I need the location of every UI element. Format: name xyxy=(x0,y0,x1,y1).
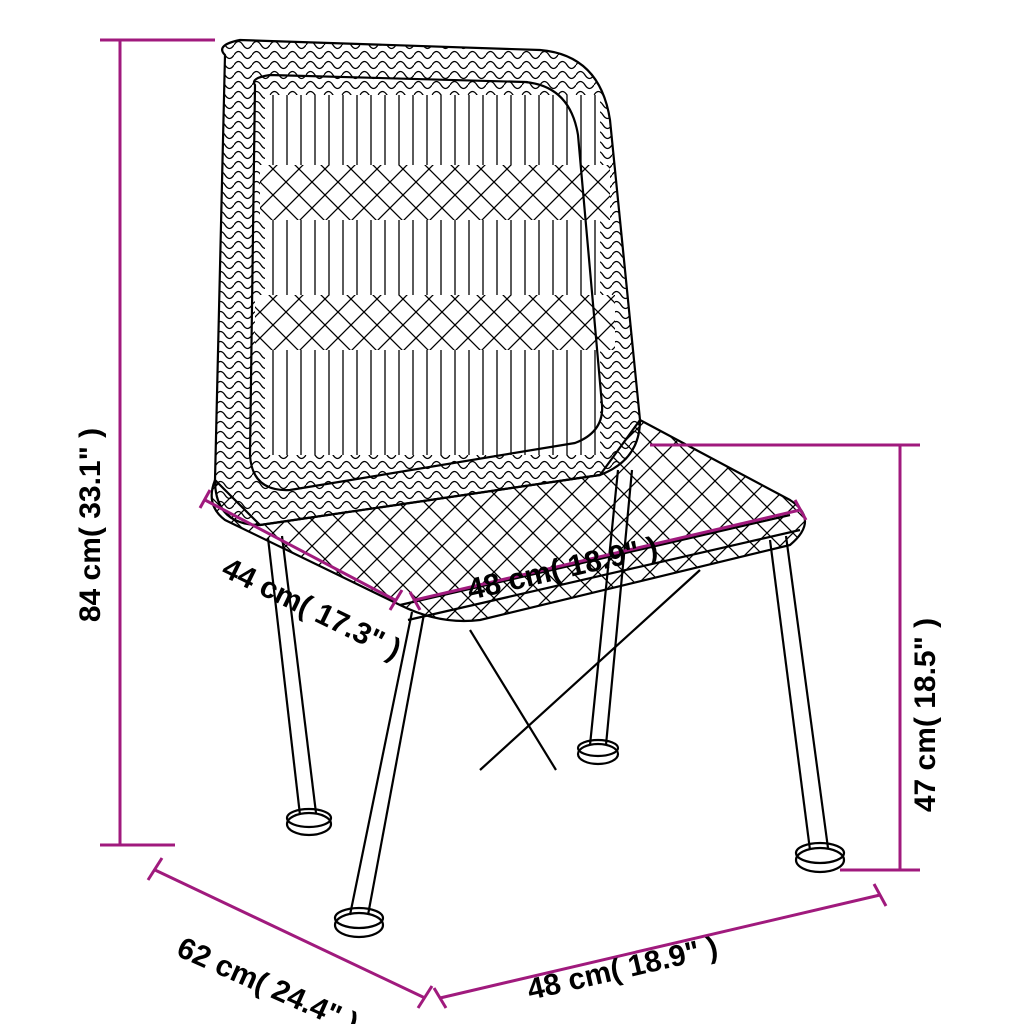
svg-text:47 cm( 18.5" ): 47 cm( 18.5" ) xyxy=(909,618,942,812)
dim-total-height: 84 cm( 33.1" ) xyxy=(74,40,215,845)
dim-width-floor-cm: 48 cm xyxy=(524,956,614,1007)
svg-text:48 cm( 18.9" ): 48 cm( 18.9" ) xyxy=(524,931,721,1007)
chair-illustration xyxy=(190,40,844,937)
dim-width-floor-in: ( 18.9" ) xyxy=(607,931,721,988)
dim-seat-height-cm: 47 cm xyxy=(909,727,942,812)
dim-seat-depth-cm: 44 cm xyxy=(217,552,308,619)
svg-text:62 cm( 24.4" ): 62 cm( 24.4" ) xyxy=(172,931,363,1024)
dim-depth-floor-in: ( 24.4" ) xyxy=(250,966,363,1024)
dim-depth-floor: 62 cm( 24.4" ) xyxy=(148,858,432,1024)
dim-seat-height-in: ( 18.5" ) xyxy=(909,618,942,727)
dim-depth-floor-cm: 62 cm xyxy=(172,931,263,996)
dim-total-height-cm: 84 cm xyxy=(74,537,107,622)
dim-total-height-in: ( 33.1" ) xyxy=(74,428,107,537)
dim-width-floor: 48 cm( 18.9" ) xyxy=(434,884,886,1008)
svg-text:84 cm( 33.1" ): 84 cm( 33.1" ) xyxy=(74,428,107,622)
